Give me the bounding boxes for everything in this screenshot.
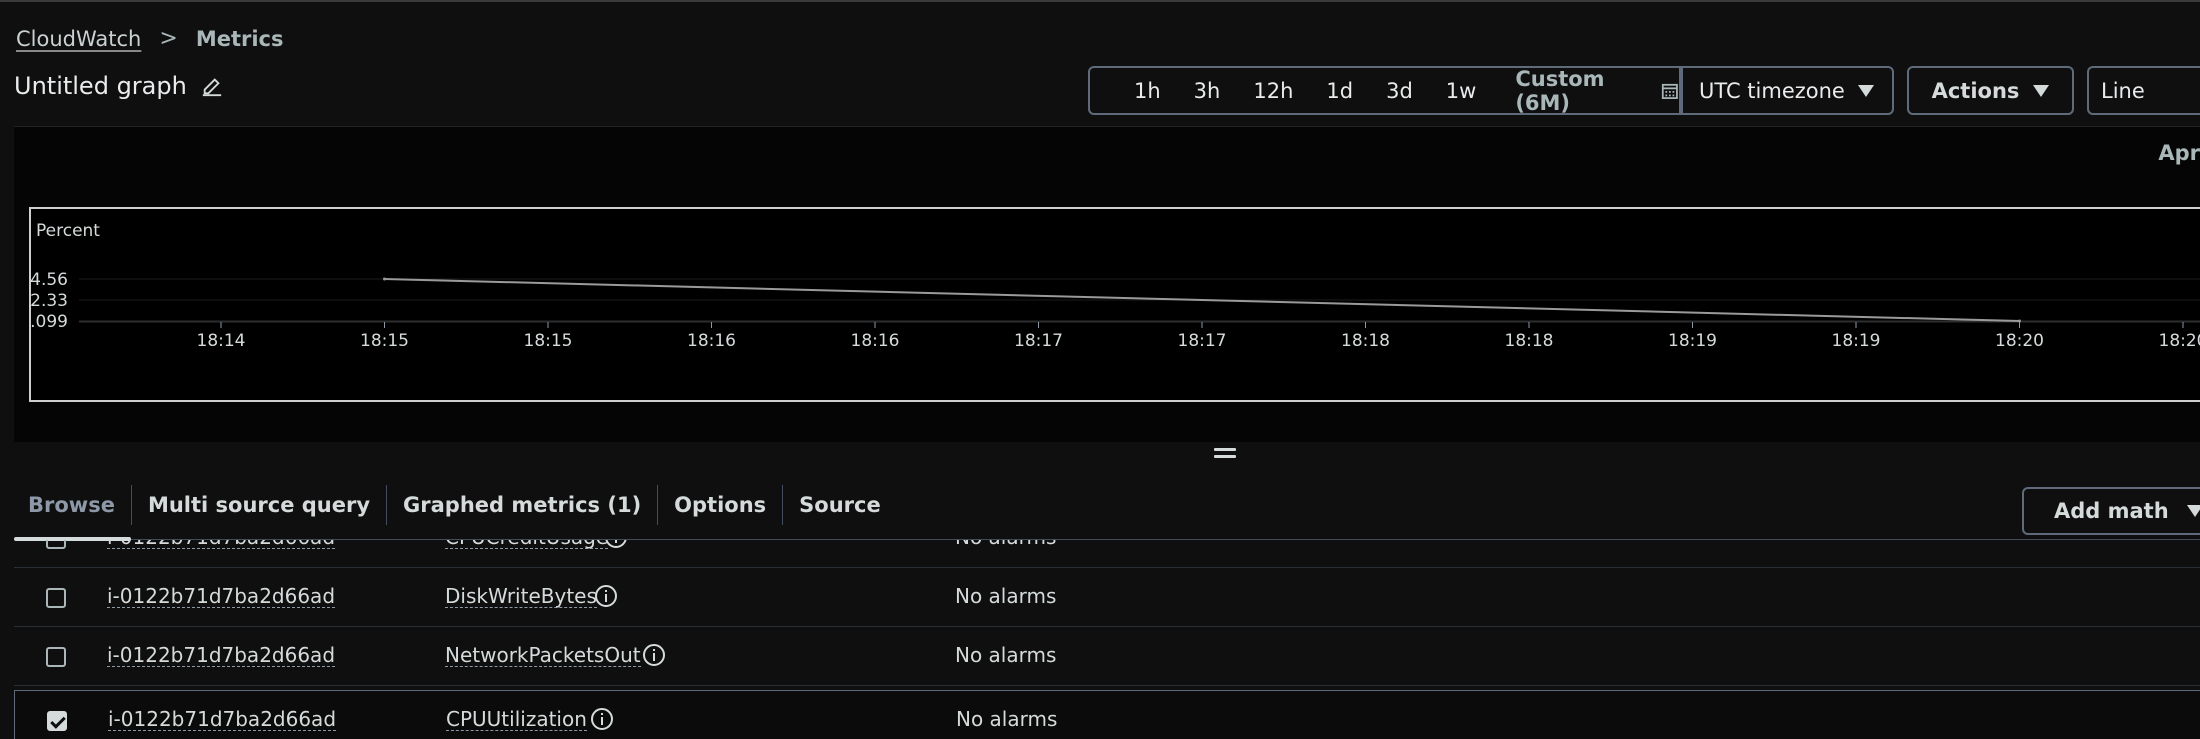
instance-id-link[interactable]: i-0122b71d7ba2d66ad — [107, 643, 336, 667]
breadcrumb-current: Metrics — [195, 26, 284, 51]
alarm-status: No alarms — [955, 584, 1057, 608]
time-range-selector: 1h 3h 12h 1d 3d 1w Custom (6M) — [1088, 66, 1681, 115]
chart-type-select[interactable]: Line — [2087, 66, 2200, 115]
alarm-status: No alarms — [955, 643, 1057, 667]
metric-name-link[interactable]: NetworkPacketsOut — [445, 643, 641, 667]
calendar-icon[interactable] — [1661, 81, 1679, 101]
x-tick-label: 18:15 — [524, 331, 573, 351]
metrics-table: i-0122b71d7ba2d66ad CPUCreditUsage No al… — [14, 540, 2200, 739]
metric-name-link[interactable]: DiskWriteBytes — [445, 584, 597, 608]
table-row: i-0122b71d7ba2d66ad CPUCreditUsage No al… — [14, 540, 2200, 568]
graph-title-row: Untitled graph — [14, 72, 223, 100]
row-checkbox-checked[interactable] — [47, 711, 67, 731]
x-tick-label: 18:20 — [1995, 331, 2044, 351]
info-icon[interactable] — [642, 643, 666, 667]
breadcrumb: CloudWatch > Metrics — [16, 26, 284, 51]
line-chart: Percent 4.562.330.099 18:14 18:15 18:15 18:16… — [29, 207, 2200, 402]
table-row: i-0122b71d7ba2d66ad NetworkPacketsOut No… — [14, 627, 2200, 686]
info-icon[interactable] — [590, 707, 614, 731]
alarm-status: No alarms — [955, 540, 1056, 548]
row-checkbox[interactable] — [46, 647, 66, 667]
metric-name-link[interactable]: CPUUtilization — [446, 707, 587, 731]
instance-id-link[interactable]: i-0122b71d7ba2d66ad — [108, 707, 337, 731]
chart-panel: Apr Percent 4.562.330.099 18:14 18:15 18:15 1… — [14, 126, 2200, 442]
tab-options[interactable]: Options — [658, 484, 784, 525]
series-line — [384, 278, 2020, 322]
x-tick-label: 18:20 — [2159, 331, 2200, 351]
instance-id-link[interactable]: i-0122b71d7ba2d66ad — [107, 584, 336, 608]
x-tick-label: 18:18 — [1341, 331, 1390, 351]
panel-resize-handle[interactable] — [1214, 448, 1236, 462]
metric-name-link[interactable]: CPUCreditUsage — [445, 540, 609, 549]
tab-browse[interactable]: Browse — [14, 484, 132, 541]
x-tick-label: 18:19 — [1832, 331, 1881, 351]
tab-graphed-metrics[interactable]: Graphed metrics (1) — [387, 484, 659, 525]
row-checkbox[interactable] — [46, 588, 66, 608]
info-icon[interactable] — [594, 584, 618, 608]
y-tick-label: 2.33 — [31, 291, 68, 311]
chart-type-value: Line — [2101, 78, 2145, 103]
caret-down-icon — [2033, 84, 2050, 97]
timezone-value: UTC timezone — [1699, 78, 1845, 103]
range-12h-button[interactable]: 12h — [1253, 78, 1294, 103]
actions-label: Actions — [1931, 78, 2020, 103]
y-tick-label: 4.56 — [31, 270, 68, 290]
x-tick-label: 18:14 — [197, 331, 246, 351]
data-point — [383, 277, 386, 281]
timezone-select[interactable]: UTC timezone — [1681, 66, 1894, 115]
row-checkbox[interactable] — [46, 540, 66, 549]
breadcrumb-separator: > — [159, 26, 178, 51]
range-3h-button[interactable]: 3h — [1193, 78, 1221, 103]
range-1d-button[interactable]: 1d — [1326, 78, 1354, 103]
alarm-status: No alarms — [956, 707, 1058, 731]
x-tick-label: 18:16 — [851, 331, 900, 351]
breadcrumb-cloudwatch-link[interactable]: CloudWatch — [16, 26, 142, 51]
y-tick-label: 0.099 — [31, 312, 68, 332]
actions-button[interactable]: Actions — [1907, 66, 2074, 115]
x-tick-label: 18:17 — [1178, 331, 1227, 351]
add-math-button[interactable]: Add math — [2022, 487, 2200, 535]
chart-svg: Percent 4.562.330.099 18:14 18:15 18:15 18:16… — [31, 221, 2200, 351]
range-3d-button[interactable]: 3d — [1386, 78, 1413, 103]
table-row-selected: i-0122b71d7ba2d66ad CPUUtilization No al… — [14, 690, 2200, 739]
tab-multi-source-query[interactable]: Multi source query — [132, 484, 388, 525]
pencil-icon[interactable] — [201, 75, 223, 97]
x-tick-label: 18:16 — [687, 331, 736, 351]
x-tick-label: 18:18 — [1505, 331, 1554, 351]
range-1w-button[interactable]: 1w — [1445, 78, 1477, 103]
graph-title: Untitled graph — [14, 72, 187, 100]
tab-bar: Browse Multi source query Graphed metric… — [14, 470, 2200, 541]
table-row: i-0122b71d7ba2d66ad DiskWriteBytes No al… — [14, 568, 2200, 627]
add-math-label: Add math — [2054, 499, 2169, 523]
range-custom-button[interactable]: Custom (6M) — [1515, 66, 1605, 115]
x-tick-label: 18:19 — [1668, 331, 1717, 351]
caret-down-icon — [1858, 85, 1874, 97]
x-tick-label: 18:17 — [1014, 331, 1063, 351]
info-icon[interactable] — [604, 540, 628, 549]
chart-date-label: Apr — [2158, 141, 2200, 165]
instance-id-link[interactable]: i-0122b71d7ba2d66ad — [107, 540, 336, 549]
x-tick-label: 18:15 — [360, 331, 409, 351]
tab-source[interactable]: Source — [799, 492, 881, 517]
range-1h-button[interactable]: 1h — [1134, 78, 1161, 103]
caret-down-icon — [2186, 505, 2200, 517]
y-axis-label: Percent — [36, 221, 100, 241]
data-point — [2018, 319, 2021, 323]
